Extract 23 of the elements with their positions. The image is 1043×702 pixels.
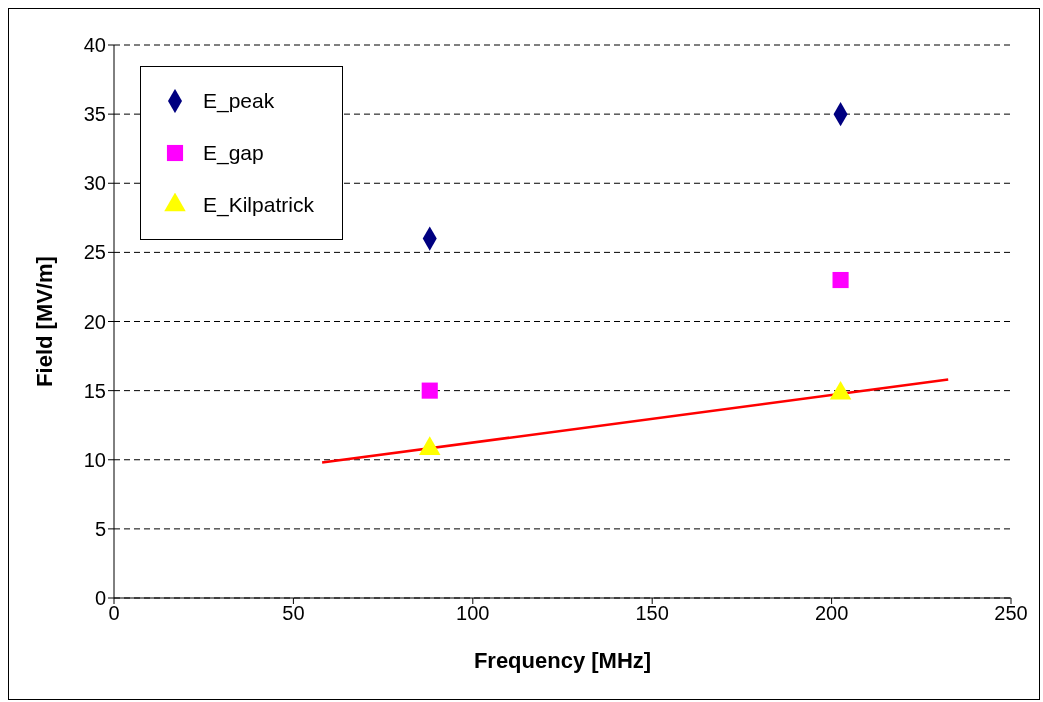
x-tick-label: 100 (456, 602, 490, 625)
y-tick-label: 5 (94, 517, 106, 540)
y-tick-label: 0 (94, 587, 106, 610)
x-tick-label: 150 (635, 602, 669, 625)
y-tick-label: 35 (83, 103, 106, 126)
legend-label: E_Kilpatrick (203, 193, 314, 217)
y-tick-label: 40 (83, 34, 106, 57)
y-axis-title: Field [MV/m] (31, 256, 57, 387)
x-axis-title: Frequency [MHz] (473, 648, 652, 673)
point (829, 380, 852, 400)
legend-label: E_gap (203, 141, 264, 165)
x-tick-label: 250 (994, 602, 1028, 625)
point (419, 436, 441, 455)
legend-label: E_peak (203, 89, 275, 113)
y-tick-label: 25 (83, 241, 106, 264)
x-tick-label: 0 (108, 602, 120, 625)
y-tick-label: 20 (83, 310, 106, 333)
x-tick-label: 50 (282, 602, 305, 625)
y-tick-label: 10 (83, 448, 106, 471)
point (832, 271, 849, 289)
y-tick-label: 15 (83, 379, 106, 402)
x-tick-label: 200 (814, 602, 849, 625)
y-tick-label: 30 (83, 172, 106, 195)
